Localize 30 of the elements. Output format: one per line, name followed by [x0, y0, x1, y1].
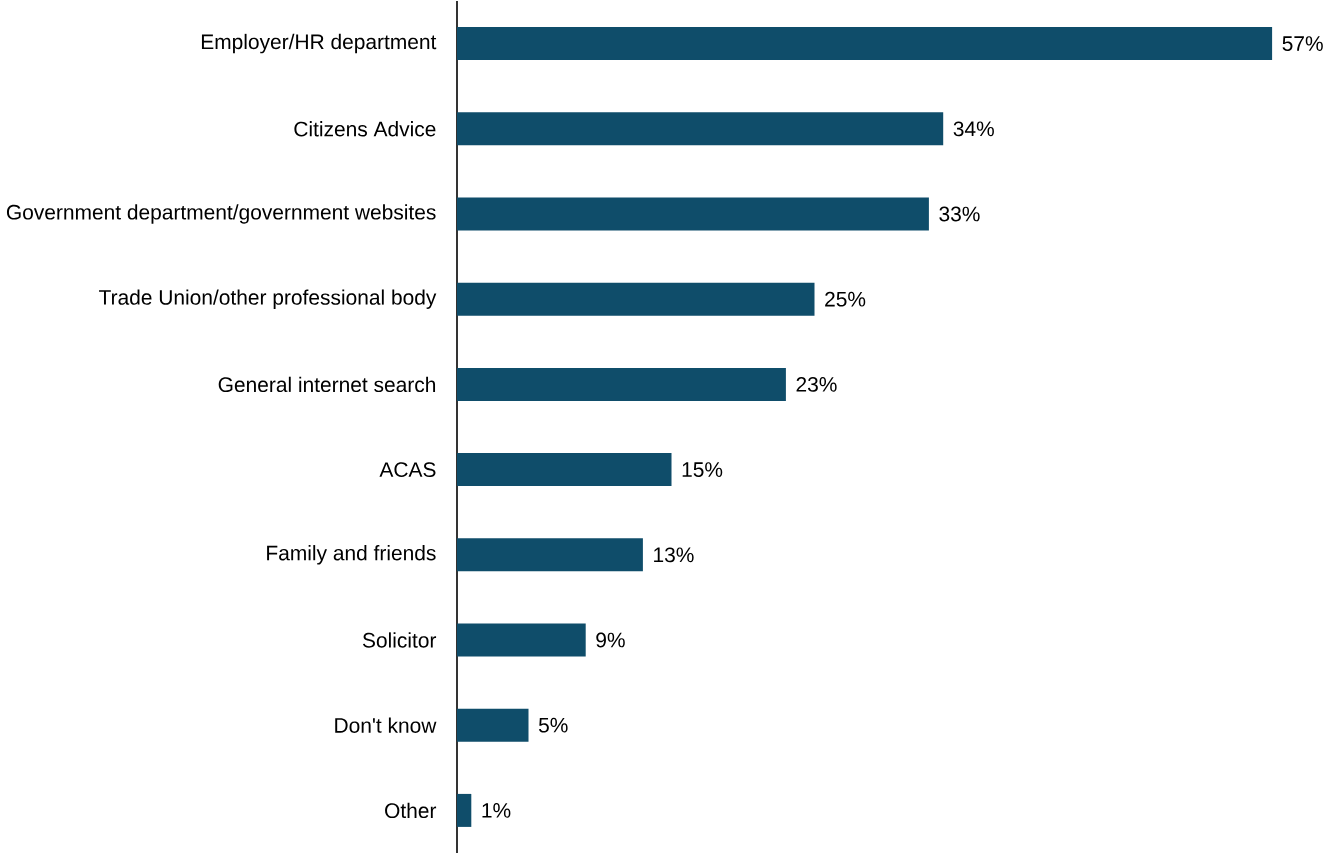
data-label: 25% [825, 291, 866, 307]
bar [457, 27, 1273, 61]
data-label: 23% [796, 376, 837, 392]
y-tick-label: Solicitor [362, 632, 437, 648]
bar [457, 538, 643, 572]
bar [457, 453, 672, 487]
y-tick-label: Citizens Advice [294, 121, 436, 137]
y-tick-label: ACAS [379, 462, 436, 478]
data-label: 33% [939, 206, 980, 222]
bar [457, 197, 929, 231]
y-tick-label: Family and friends [267, 545, 436, 565]
data-label: 57% [1282, 36, 1323, 51]
y-tick-label: Government department/government websites [6, 204, 436, 224]
y-tick-label: Other [385, 802, 437, 819]
data-label: 1% [482, 803, 511, 818]
bar [457, 367, 786, 401]
y-tick-label: Don't know [335, 717, 437, 733]
data-label: 9% [596, 632, 625, 648]
bar [457, 623, 586, 657]
y-tick-label: Employer/HR department [201, 33, 437, 54]
y-tick-label: General internet search [218, 376, 436, 393]
data-label: 15% [682, 462, 723, 477]
bar [457, 708, 529, 742]
data-label: 13% [654, 547, 694, 563]
bar [457, 112, 944, 146]
data-label: 34% [953, 121, 994, 137]
bar [457, 282, 815, 316]
y-tick-label: Trade Union/other professional body [99, 289, 437, 309]
data-label: 5% [538, 717, 568, 733]
bar [457, 793, 472, 827]
